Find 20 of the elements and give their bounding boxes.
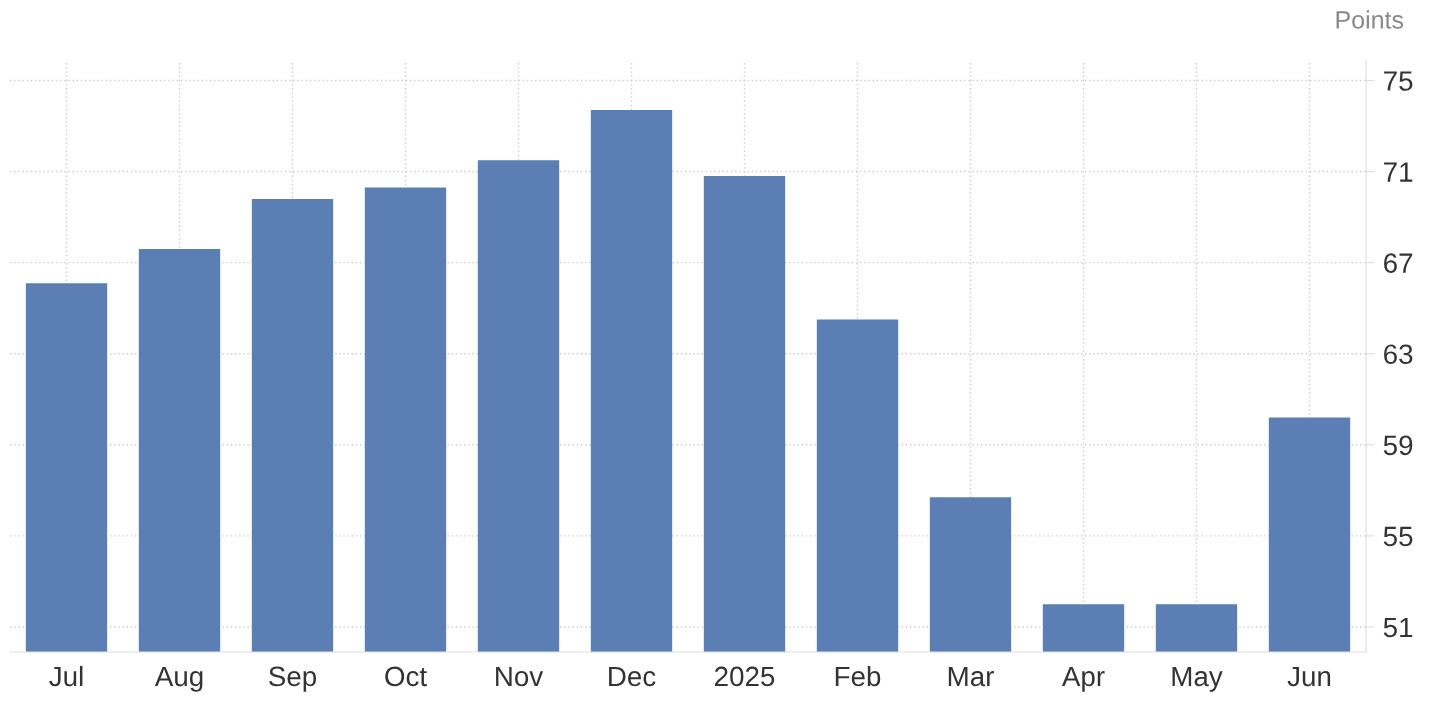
x-tick-label: Jun xyxy=(1287,666,1331,687)
y-tick-label: 75 xyxy=(1384,71,1413,91)
x-tick-label: Oct xyxy=(385,666,427,687)
x-tick-label: 2025 xyxy=(715,666,775,687)
x-tick-label: Feb xyxy=(835,665,881,687)
x-tick-label: Jul xyxy=(49,665,83,687)
x-tick-label: Apr xyxy=(1061,666,1105,692)
x-tick-label: Aug xyxy=(154,666,203,692)
x-tick-label: Sep xyxy=(269,666,317,692)
y-tick-label: 63 xyxy=(1384,344,1413,365)
y-tick-label: 67 xyxy=(1384,253,1413,273)
x-tick-label: Nov xyxy=(496,666,544,687)
y-tick-label: 71 xyxy=(1384,162,1413,182)
x-tick-label: Dec xyxy=(609,666,656,687)
y-tick-label: 59 xyxy=(1383,435,1413,456)
y-tick-label: 51 xyxy=(1383,617,1413,638)
y-axis-title: Points xyxy=(1336,10,1404,29)
x-tick-label: Mar xyxy=(948,666,994,687)
y-tick-label: 55 xyxy=(1383,526,1413,547)
x-tick-label: May xyxy=(1172,666,1223,692)
